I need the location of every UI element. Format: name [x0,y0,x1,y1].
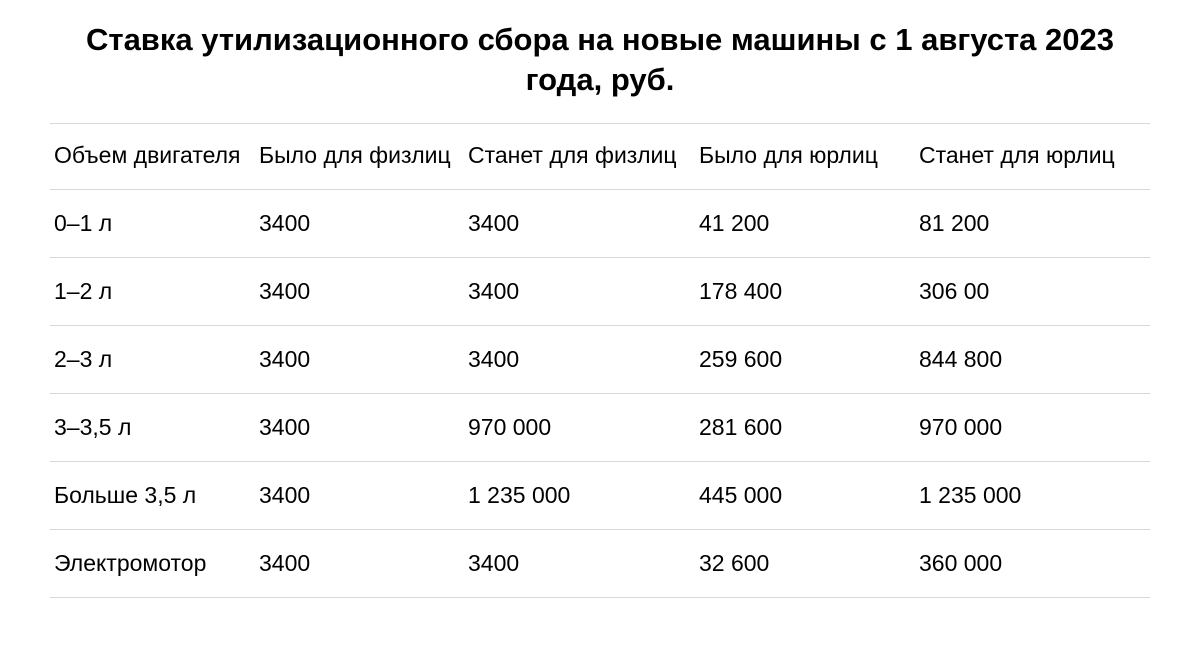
table-cell: 3400 [259,257,468,325]
column-header: Было для юрлиц [699,123,919,189]
table-cell: 41 200 [699,189,919,257]
table-cell: 2–3 л [50,325,259,393]
table-cell: 3400 [468,257,699,325]
table-cell: 1 235 000 [468,461,699,529]
column-header: Объем двигателя [50,123,259,189]
data-table: Объем двигателя Было для физлиц Станет д… [50,123,1150,598]
table-cell: 259 600 [699,325,919,393]
table-cell: 3400 [259,393,468,461]
table-row: 0–1 л 3400 3400 41 200 81 200 [50,189,1150,257]
page-title: Ставка утилизационного сбора на новые ма… [50,20,1150,101]
table-cell: 970 000 [468,393,699,461]
table-cell: 3400 [259,529,468,597]
column-header: Станет для физлиц [468,123,699,189]
table-cell: 1 235 000 [919,461,1150,529]
table-cell: 3400 [259,461,468,529]
table-row: Больше 3,5 л 3400 1 235 000 445 000 1 23… [50,461,1150,529]
table-cell: 3400 [468,529,699,597]
table-cell: 970 000 [919,393,1150,461]
table-cell: Электромотор [50,529,259,597]
table-row: 3–3,5 л 3400 970 000 281 600 970 000 [50,393,1150,461]
table-cell: 3400 [468,189,699,257]
table-cell: 3–3,5 л [50,393,259,461]
column-header: Было для физлиц [259,123,468,189]
table-cell: 0–1 л [50,189,259,257]
table-cell: 3400 [259,325,468,393]
table-row: 2–3 л 3400 3400 259 600 844 800 [50,325,1150,393]
table-cell: 81 200 [919,189,1150,257]
table-cell: 844 800 [919,325,1150,393]
table-cell: 32 600 [699,529,919,597]
table-cell: 3400 [468,325,699,393]
table-row: 1–2 л 3400 3400 178 400 306 00 [50,257,1150,325]
table-cell: Больше 3,5 л [50,461,259,529]
table-cell: 306 00 [919,257,1150,325]
table-cell: 1–2 л [50,257,259,325]
table-cell: 178 400 [699,257,919,325]
table-row: Электромотор 3400 3400 32 600 360 000 [50,529,1150,597]
table-cell: 281 600 [699,393,919,461]
table-header-row: Объем двигателя Было для физлиц Станет д… [50,123,1150,189]
table-cell: 3400 [259,189,468,257]
table-cell: 360 000 [919,529,1150,597]
table-cell: 445 000 [699,461,919,529]
column-header: Станет для юрлиц [919,123,1150,189]
